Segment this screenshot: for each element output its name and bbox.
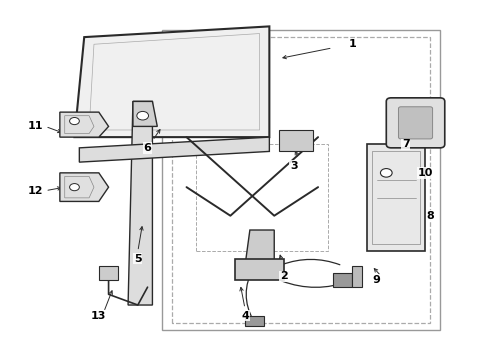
Polygon shape <box>279 130 313 152</box>
Polygon shape <box>333 273 352 287</box>
Text: 3: 3 <box>290 161 297 171</box>
FancyBboxPatch shape <box>386 98 445 148</box>
Text: 5: 5 <box>134 253 142 264</box>
Polygon shape <box>133 102 157 126</box>
FancyBboxPatch shape <box>398 107 433 139</box>
Text: 9: 9 <box>372 275 381 285</box>
Text: 7: 7 <box>402 139 410 149</box>
Circle shape <box>380 168 392 177</box>
Polygon shape <box>60 173 109 202</box>
Polygon shape <box>128 102 152 305</box>
Polygon shape <box>99 266 118 280</box>
Text: 10: 10 <box>417 168 433 178</box>
Polygon shape <box>367 144 425 251</box>
Text: 13: 13 <box>91 311 106 321</box>
Polygon shape <box>245 316 265 327</box>
Text: 6: 6 <box>144 143 151 153</box>
Polygon shape <box>74 26 270 137</box>
Circle shape <box>70 184 79 191</box>
Text: 4: 4 <box>241 311 249 321</box>
Polygon shape <box>245 230 274 266</box>
Circle shape <box>137 111 148 120</box>
Polygon shape <box>235 258 284 280</box>
Polygon shape <box>60 112 109 137</box>
Circle shape <box>70 117 79 125</box>
Polygon shape <box>352 266 362 287</box>
Text: 8: 8 <box>426 211 434 221</box>
Text: 2: 2 <box>280 271 288 282</box>
Text: 11: 11 <box>28 121 43 131</box>
Text: 12: 12 <box>28 186 43 196</box>
Text: 1: 1 <box>348 39 356 49</box>
Polygon shape <box>79 137 270 162</box>
